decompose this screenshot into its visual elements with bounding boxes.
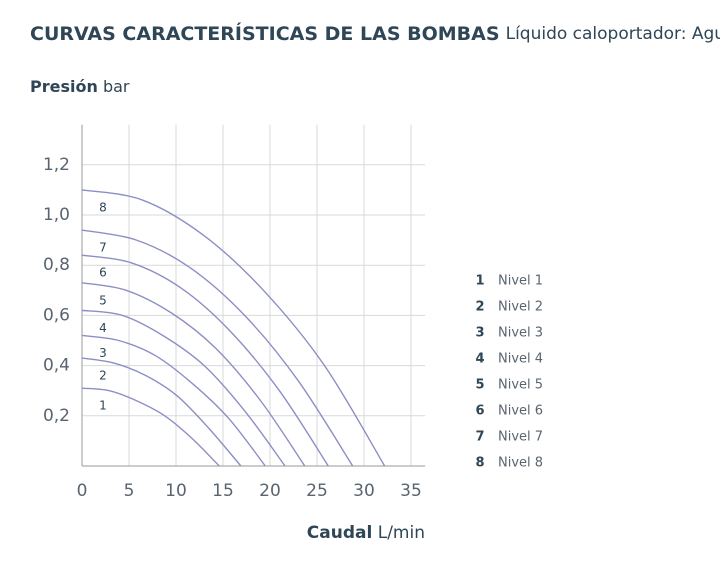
x-tick-label: 20 (259, 481, 281, 501)
x-tick-label: 0 (77, 481, 88, 501)
pump-curve (81, 357, 242, 467)
y-axis-label: Presión bar (30, 77, 130, 96)
curve-label: 1 (99, 399, 107, 413)
x-tick-label: 25 (306, 481, 328, 501)
x-tick-label: 35 (400, 481, 422, 501)
legend-name: Nivel 2 (498, 300, 543, 315)
x-tick-label: 5 (124, 481, 135, 501)
x-label-name: Caudal (307, 523, 373, 543)
chart-title: CURVAS CARACTERÍSTICAS DE LAS BOMBAS (30, 22, 500, 45)
legend-name: Nivel 1 (498, 274, 543, 289)
y-tick-label: 1,0 (43, 205, 70, 225)
x-tick-label: 15 (212, 481, 234, 501)
pump-curve (81, 189, 386, 467)
x-axis-label: Caudal L/min (307, 523, 425, 543)
legend-name: Nivel 4 (498, 352, 543, 367)
legend-number: 4 (475, 352, 484, 367)
y-tick-label: 0,8 (43, 255, 70, 275)
y-tick-label: 0,4 (43, 356, 70, 376)
pump-curve (81, 229, 354, 467)
x-tick-label: 10 (165, 481, 187, 501)
legend-number: 2 (475, 300, 484, 315)
y-tick-label: 0,2 (43, 406, 70, 426)
curve-label: 2 (99, 369, 107, 383)
title-line: CURVAS CARACTERÍSTICAS DE LAS BOMBAS Líq… (30, 22, 720, 45)
pump-curve (81, 334, 266, 467)
chart-subtitle: Líquido caloportador: Agua (506, 24, 720, 44)
y-tick-label: 0,6 (43, 305, 70, 325)
x-label-unit: L/min (378, 523, 425, 543)
y-label-unit: bar (103, 77, 130, 96)
curve-label: 4 (99, 321, 107, 335)
pump-curve (81, 254, 329, 467)
legend-number: 8 (475, 456, 484, 471)
legend-number: 5 (475, 378, 484, 393)
legend-name: Nivel 6 (498, 404, 543, 419)
legend-name: Nivel 8 (498, 456, 543, 471)
legend-number: 3 (475, 326, 484, 341)
legend-name: Nivel 7 (498, 430, 543, 445)
curve-label: 3 (99, 346, 107, 360)
legend-name: Nivel 3 (498, 326, 543, 341)
pump-curve (81, 387, 220, 467)
curve-label: 5 (99, 293, 107, 307)
curve-label: 7 (99, 241, 107, 255)
pump-curve (81, 309, 286, 467)
legend-number: 1 (475, 274, 484, 289)
x-tick-label: 30 (353, 481, 375, 501)
legend-name: Nivel 5 (498, 378, 543, 393)
pump-curve (81, 282, 306, 467)
curve-label: 8 (99, 200, 107, 214)
legend-number: 7 (475, 430, 484, 445)
y-label-name: Presión (30, 77, 98, 96)
curve-label: 6 (99, 266, 107, 280)
y-tick-label: 1,2 (43, 155, 70, 175)
legend-number: 6 (475, 404, 484, 419)
